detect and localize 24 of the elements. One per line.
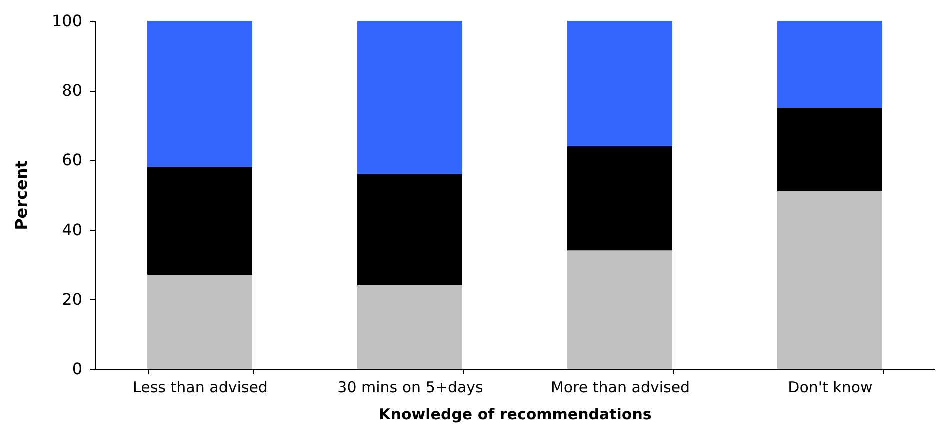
bar [778, 108, 882, 192]
y-tick-label: 0 [72, 360, 82, 378]
x-tick-label: More than advised [550, 378, 690, 396]
y-tick-label: 40 [62, 220, 82, 240]
bar [358, 21, 462, 174]
x-tick-label: 30 mins on 5+days [338, 378, 484, 396]
x-tick-label: Don't know [788, 378, 873, 396]
y-tick-label: 20 [62, 290, 82, 309]
bar [568, 146, 672, 251]
bar [568, 21, 672, 146]
y-axis-title: Percent [12, 160, 31, 230]
x-axis-title: Knowledge of recommendations [379, 406, 652, 424]
y-tick-label: 60 [62, 150, 82, 170]
bar [778, 192, 882, 369]
x-tick-label: Less than advised [133, 378, 268, 396]
bar [148, 275, 252, 369]
bar [148, 21, 252, 168]
bar [358, 174, 462, 286]
bar [148, 167, 252, 276]
bar [568, 250, 672, 369]
bar [778, 21, 882, 108]
y-tick-label: 80 [62, 81, 82, 100]
bar [358, 285, 462, 369]
y-tick-label: 100 [52, 12, 82, 30]
